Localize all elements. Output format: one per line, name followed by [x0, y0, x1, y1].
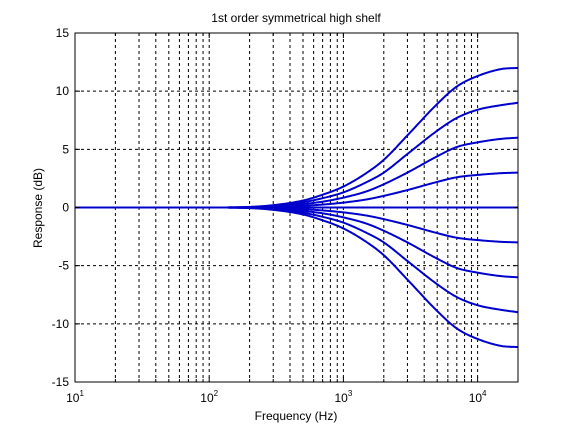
x-tick-base: 10	[200, 391, 214, 405]
y-tick-label: 0	[62, 201, 69, 215]
x-tick-exponent: 1	[79, 389, 84, 398]
x-tick-base: 10	[334, 391, 348, 405]
chart-title: 1st order symmetrical high shelf	[211, 11, 381, 25]
y-tick-label: 15	[56, 26, 70, 40]
y-tick-label: -5	[58, 259, 69, 273]
x-tick-label: 101	[66, 389, 84, 405]
x-tick-label: 104	[469, 389, 487, 405]
series-group	[75, 66, 519, 349]
x-tick-base: 10	[66, 391, 80, 405]
x-tick-exponent: 4	[482, 389, 487, 398]
y-axis-label: Response (dB)	[31, 168, 45, 248]
series-line	[75, 206, 519, 349]
x-tick-exponent: 3	[348, 389, 353, 398]
y-tick-label: -15	[52, 375, 70, 389]
x-axis-label: Frequency (Hz)	[255, 409, 338, 423]
y-tick-label: 5	[62, 142, 69, 156]
y-tick-labels: 15 10 5 0 -5 -10 -15	[52, 26, 70, 389]
x-tick-base: 10	[469, 391, 483, 405]
x-tick-labels: 101 102 103 104	[66, 389, 487, 405]
y-tick-label: -10	[52, 317, 70, 331]
ticks	[75, 32, 518, 383]
x-tick-label: 103	[334, 389, 352, 405]
x-tick-label: 102	[200, 389, 218, 405]
y-tick-label: 10	[56, 84, 70, 98]
x-tick-exponent: 2	[214, 389, 219, 398]
